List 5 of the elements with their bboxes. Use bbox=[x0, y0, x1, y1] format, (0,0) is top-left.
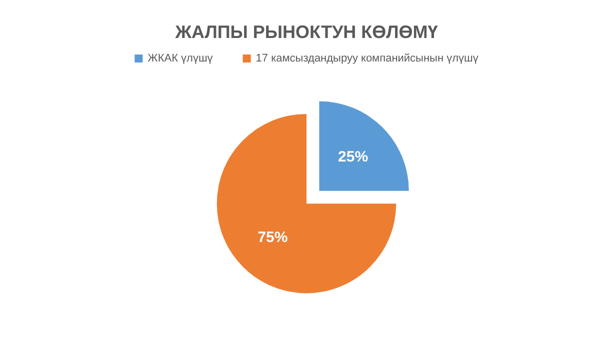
legend-label: ЖКАК үлүшү bbox=[148, 52, 214, 64]
data-label: 25% bbox=[338, 148, 368, 166]
data-label: 75% bbox=[258, 228, 288, 246]
chart-title: ЖАЛПЫ РЫНОКТУН КӨЛӨМҮ bbox=[174, 22, 439, 42]
legend-label: 17 камсыздандыруу компанийсынын үлүшү bbox=[256, 52, 479, 64]
